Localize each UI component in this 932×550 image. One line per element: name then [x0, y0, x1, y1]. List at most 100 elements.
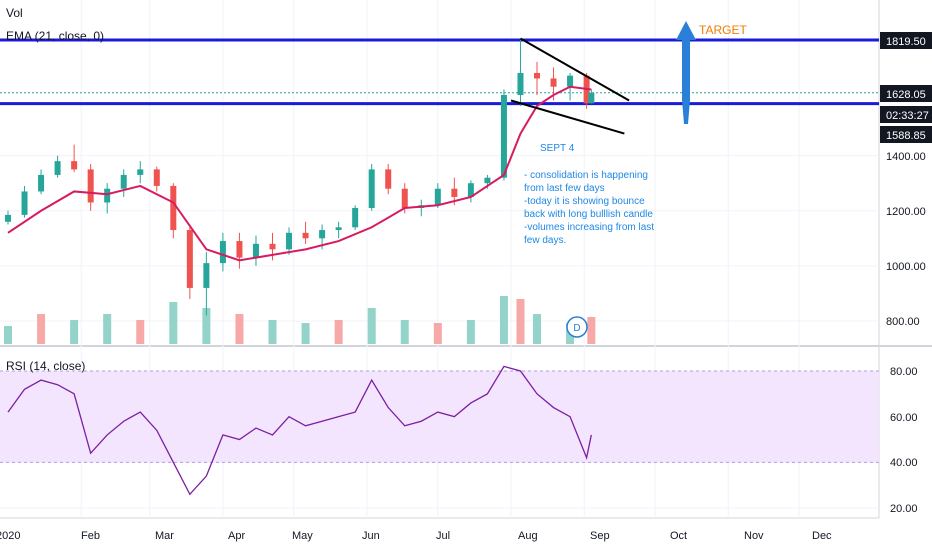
volume-bar [367, 308, 376, 344]
candle-body [550, 78, 557, 87]
volume-bar [301, 323, 310, 344]
candle-body [71, 161, 78, 170]
volume-bar [516, 299, 525, 344]
volume-bar [37, 314, 46, 344]
candle-body [302, 232, 309, 239]
candle-body [104, 188, 111, 203]
last-price-tag [880, 85, 932, 102]
candle-body [153, 169, 160, 186]
volume-bar [433, 323, 442, 344]
volume-bars [4, 296, 596, 344]
volume-bar [499, 296, 508, 344]
candle-body [434, 188, 441, 206]
note-line-5: -volumes increasing from last [524, 222, 654, 233]
volume-bar [466, 320, 475, 344]
rsi-tick-label: 80.00 [890, 366, 918, 378]
price-tick-label: 1000.00 [886, 261, 926, 273]
time-label: Apr [228, 530, 245, 542]
rsi-tick-label: 40.00 [890, 457, 918, 469]
legend-vol[interactable]: Vol [6, 6, 23, 20]
candle-body [5, 214, 11, 222]
time-label: Mar [155, 530, 174, 542]
volume-bar [4, 326, 12, 344]
candle-body [517, 72, 524, 95]
candle-body [137, 169, 144, 175]
target-arrow[interactable] [676, 21, 696, 124]
note-line-4: back with long bulllish candle [524, 209, 653, 220]
volume-bar [235, 314, 244, 344]
price-tick-label: 1400.00 [886, 151, 926, 163]
ema-line [7, 85, 592, 262]
rsi-band [0, 370, 879, 463]
resistance-price-tag [880, 32, 932, 49]
note-line-3: -today it is showing bounce [524, 196, 645, 207]
dividend-badge-label: D [573, 323, 580, 334]
candle-body [385, 169, 392, 189]
candle-body [252, 243, 259, 258]
time-label: Aug [518, 530, 538, 542]
support-price-tag [880, 126, 932, 143]
resistance-price-label: 1819.50 [886, 36, 926, 48]
candle-body [467, 183, 474, 197]
candle-body [319, 230, 326, 239]
volume-bar [268, 320, 277, 344]
legend-rsi[interactable]: RSI (14, close) [6, 359, 85, 373]
trendlines[interactable] [510, 37, 630, 135]
note-line-1: - consolidation is happening [524, 170, 648, 181]
candle-body [236, 241, 243, 258]
rsi-tick-label: 60.00 [890, 412, 918, 424]
horizontal-levels[interactable] [0, 38, 879, 106]
candle-body [588, 92, 595, 104]
target-label: TARGET [699, 23, 747, 37]
arrow-head-icon [676, 21, 696, 40]
note-title: SEPT 4 [540, 143, 575, 154]
candle-body [269, 243, 276, 250]
support-price-label: 1588.85 [886, 130, 926, 142]
time-label: Oct [670, 530, 687, 542]
countdown-tag [880, 106, 932, 123]
countdown-label: 02:33:27 [886, 110, 929, 122]
candle-body [534, 72, 541, 79]
candle-body [203, 263, 210, 288]
candle-body [368, 169, 375, 208]
candle-body [219, 241, 226, 264]
note-line-2: from last few days [524, 183, 605, 194]
time-label: 2020 [0, 530, 20, 542]
dividend-badge-circle [566, 316, 588, 338]
candle-body [352, 207, 359, 228]
time-label: Feb [81, 530, 100, 542]
candle-body [286, 232, 293, 250]
time-label: May [292, 530, 313, 542]
ema-polyline [7, 85, 592, 262]
rsi-band-fill [0, 371, 879, 463]
volume-bar [587, 317, 596, 344]
last-price-label: 1628.05 [886, 89, 926, 101]
candle-body [170, 185, 177, 231]
time-label: Jun [362, 530, 380, 542]
volume-bar [103, 314, 112, 344]
volume-bar [169, 302, 178, 344]
legend-ema[interactable]: EMA (21, close, 0) [6, 29, 104, 43]
volume-bar [400, 320, 409, 344]
candle-body [335, 227, 342, 231]
rsi-polyline [7, 365, 592, 496]
price-tick-label: 1200.00 [886, 206, 926, 218]
candle-body [21, 191, 28, 215]
time-label: Nov [744, 530, 764, 542]
candle-body [484, 177, 491, 184]
candle-body [54, 161, 61, 175]
volume-bar [533, 314, 542, 344]
dividend-badge[interactable]: D [566, 316, 588, 338]
time-label: Sep [590, 530, 610, 542]
price-tick-label: 800.00 [886, 316, 920, 328]
volume-bar [202, 308, 211, 344]
volume-bar [334, 320, 343, 344]
trendline [519, 37, 630, 102]
arrow-shaft [682, 38, 690, 124]
candle-body [567, 75, 574, 87]
volume-bar [136, 320, 145, 344]
trendline [510, 99, 625, 135]
note-line-6: few days. [524, 235, 566, 246]
